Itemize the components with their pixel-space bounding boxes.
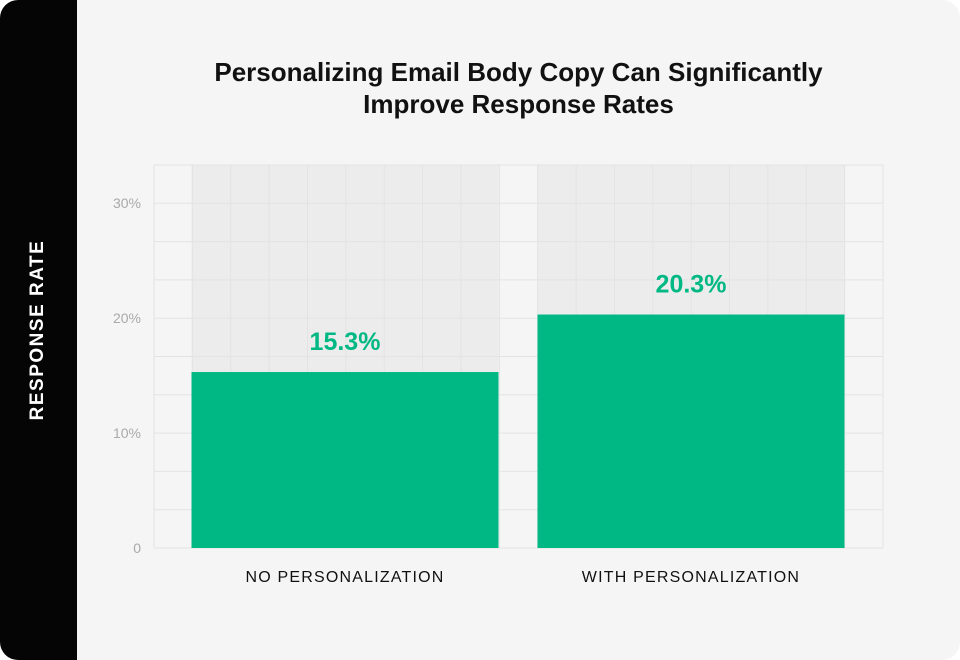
- bar-data-label: 15.3%: [310, 328, 381, 356]
- chart-title-line-1: Personalizing Email Body Copy Can Signif…: [214, 57, 823, 87]
- y-axis-band: RESPONSE RATE: [0, 0, 77, 660]
- bar: [191, 372, 499, 548]
- y-tick-label: 30%: [113, 195, 141, 211]
- y-tick-label: 0: [133, 540, 141, 556]
- x-category-label: NO PERSONALIZATION: [245, 569, 444, 586]
- bar-data-label: 20.3%: [656, 271, 727, 299]
- chart-title-line-2: Improve Response Rates: [363, 89, 674, 119]
- x-category-label: WITH PERSONALIZATION: [582, 569, 800, 586]
- y-tick-label: 10%: [113, 425, 141, 441]
- chart-title: Personalizing Email Body Copy Can Signif…: [77, 56, 960, 120]
- bar: [537, 314, 845, 548]
- y-tick-label: 20%: [113, 310, 141, 326]
